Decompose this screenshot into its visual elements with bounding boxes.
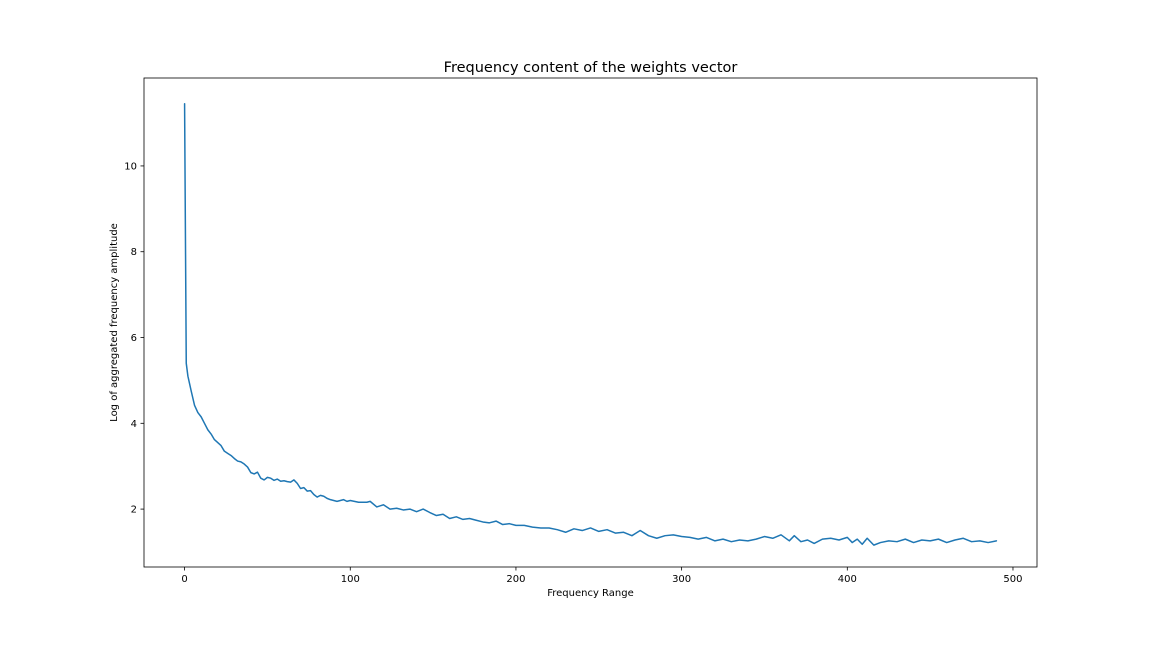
- y-tick-label: 2: [131, 505, 137, 516]
- chart-title: Frequency content of the weights vector: [444, 60, 738, 76]
- x-tick-label: 500: [1003, 574, 1022, 585]
- x-tick-label: 0: [181, 574, 187, 585]
- y-tick-label: 10: [124, 161, 137, 172]
- y-tick-label: 6: [131, 333, 137, 344]
- y-axis: 2 4 6 8 10: [124, 161, 144, 516]
- plot-frame: [143, 77, 1038, 568]
- y-tick-label: 8: [131, 247, 137, 258]
- x-tick-label: 100: [341, 574, 360, 585]
- y-axis-label: Log of aggregated frequency amplitude: [109, 223, 120, 422]
- x-tick-label: 200: [506, 574, 525, 585]
- x-axis: 0 100 200 300 400 500: [181, 567, 1023, 585]
- x-tick-label: 400: [838, 574, 857, 585]
- y-tick-label: 4: [131, 419, 137, 430]
- series-line: [183, 102, 998, 546]
- x-axis-label: Frequency Range: [547, 588, 634, 599]
- x-tick-label: 300: [672, 574, 691, 585]
